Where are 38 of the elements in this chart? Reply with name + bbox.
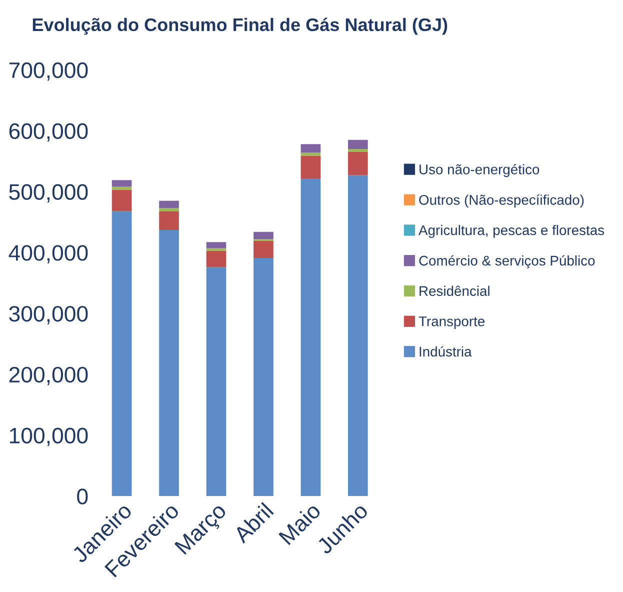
y-tick-label: 300,000 — [9, 306, 88, 324]
chart-title: Evolução do Consumo Final de Gás Natural (GJ) — [32, 18, 448, 35]
bar — [159, 208, 179, 212]
bar — [254, 240, 274, 258]
bar — [112, 186, 132, 190]
y-tick-label: 600,000 — [9, 123, 88, 142]
legend-label: Residêncial — [420, 286, 490, 296]
legend-label: Comércio & serviços Público — [419, 255, 595, 268]
bar — [300, 144, 321, 153]
y-tick-label: 700,000 — [9, 62, 88, 81]
bar — [348, 152, 368, 176]
bar — [206, 242, 226, 248]
bar — [112, 190, 132, 212]
y-tick-label: 400,000 — [8, 245, 88, 264]
y-tick-label: 500,000 — [9, 184, 88, 203]
y-tick-label: 200,000 — [9, 366, 88, 386]
bar — [300, 178, 321, 496]
bar — [300, 156, 321, 179]
legend-label: Indústria — [420, 346, 472, 357]
y-tick-label: 0 — [77, 488, 88, 504]
bar — [159, 200, 179, 208]
bar — [159, 230, 179, 496]
bar — [112, 180, 132, 187]
y-tick-label: 100,000 — [10, 428, 88, 446]
bar — [206, 267, 226, 496]
bar — [112, 211, 132, 496]
legend-label: Agricultura, pescas e florestas — [418, 224, 604, 238]
bar — [300, 152, 321, 156]
bar — [348, 140, 368, 150]
legend-label: Outros (Não-especíificado) — [419, 194, 584, 208]
bar — [254, 258, 274, 496]
legend-label: Transporte — [418, 316, 485, 330]
bar — [206, 250, 226, 268]
bar — [348, 149, 368, 152]
bar — [254, 232, 274, 240]
legend-label: Uso não-energético — [420, 164, 540, 178]
bar — [159, 211, 179, 230]
bar — [348, 175, 368, 496]
